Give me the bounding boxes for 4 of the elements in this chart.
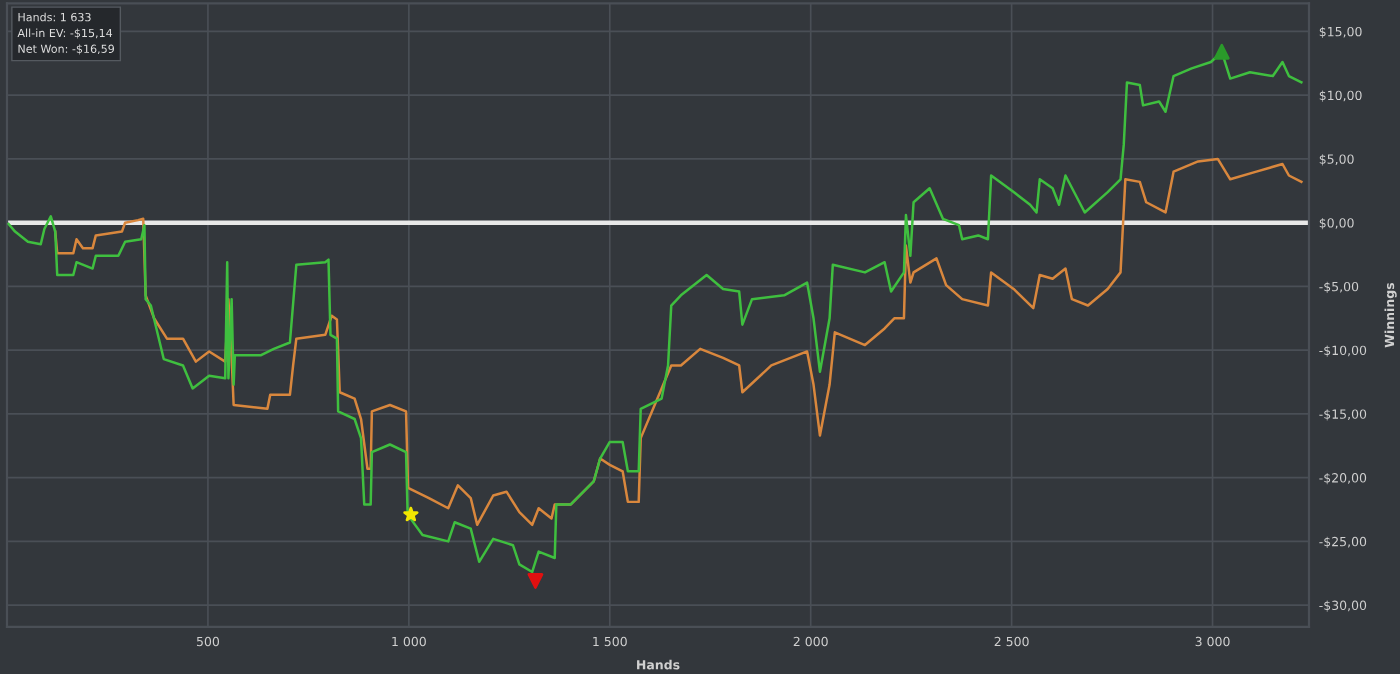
point	[1213, 43, 1230, 60]
line-series	[53, 157, 1303, 527]
point	[403, 506, 419, 522]
point	[527, 573, 544, 589]
